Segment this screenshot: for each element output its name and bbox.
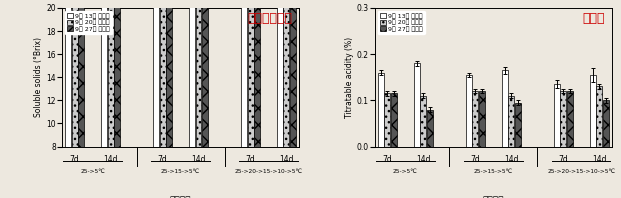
Text: 14d: 14d [504, 155, 519, 164]
Text: 14d: 14d [416, 155, 430, 164]
Bar [427, 109, 433, 147]
Bar [114, 0, 120, 147]
Bar [65, 0, 71, 147]
Legend: 9월 13일 수확과, 9월 20일 수확과, 9월 27일 수확과: 9월 13일 수확과, 9월 20일 수확과, 9월 27일 수확과 [378, 11, 425, 34]
Bar [560, 91, 566, 147]
Bar [508, 96, 514, 147]
Bar [71, 0, 78, 147]
Bar [596, 87, 602, 147]
Bar [414, 63, 420, 147]
Bar [290, 0, 296, 147]
Bar [554, 84, 560, 147]
Text: 가용성고형물: 가용성고형물 [247, 12, 292, 25]
Text: 7d: 7d [158, 155, 168, 164]
Bar [78, 0, 84, 147]
Text: 25->20->15->10->5℃: 25->20->15->10->5℃ [234, 169, 302, 174]
Bar [196, 0, 201, 147]
Legend: 9월 13일 수확과, 9월 20일 수확과, 9월 27일 수확과: 9월 13일 수확과, 9월 20일 수확과, 9월 27일 수확과 [65, 11, 112, 34]
Text: 7d: 7d [558, 155, 568, 164]
Bar [391, 93, 397, 147]
Bar [502, 70, 507, 147]
Text: 7d: 7d [246, 155, 255, 164]
Text: 25->20->15->10->5℃: 25->20->15->10->5℃ [547, 169, 615, 174]
Bar [473, 91, 478, 147]
Bar [515, 103, 521, 147]
Text: 14d: 14d [103, 155, 118, 164]
Text: 7d: 7d [383, 155, 392, 164]
Bar [153, 0, 159, 147]
Y-axis label: Soluble solids (°Brix): Soluble solids (°Brix) [34, 37, 43, 117]
Text: 25->5℃: 25->5℃ [393, 169, 418, 174]
Bar [160, 0, 166, 147]
Bar [254, 0, 260, 147]
Bar [166, 0, 172, 147]
Bar [107, 0, 114, 147]
Bar [603, 100, 609, 147]
Bar [567, 91, 573, 147]
Bar [378, 73, 384, 147]
Bar [189, 0, 195, 147]
Bar [384, 93, 391, 147]
Y-axis label: Titratable acidity (%): Titratable acidity (%) [345, 37, 353, 118]
Text: 7d: 7d [471, 155, 480, 164]
Bar [277, 0, 283, 147]
Bar [101, 0, 107, 147]
Text: 7d: 7d [70, 155, 79, 164]
Bar [466, 75, 472, 147]
Bar [283, 0, 289, 147]
Bar [202, 0, 208, 147]
Bar [589, 75, 596, 147]
Text: 온도처리: 온도처리 [483, 196, 504, 198]
Text: 25->5℃: 25->5℃ [80, 169, 105, 174]
Text: 25->15->5℃: 25->15->5℃ [161, 169, 200, 174]
Text: 산함량: 산함량 [582, 12, 605, 25]
Bar [241, 0, 247, 147]
Text: 온도처리: 온도처리 [170, 196, 191, 198]
Text: 14d: 14d [279, 155, 294, 164]
Text: 25->15->5℃: 25->15->5℃ [474, 169, 513, 174]
Text: 14d: 14d [592, 155, 606, 164]
Bar [248, 0, 253, 147]
Bar [420, 96, 426, 147]
Bar [479, 91, 485, 147]
Text: 14d: 14d [191, 155, 206, 164]
